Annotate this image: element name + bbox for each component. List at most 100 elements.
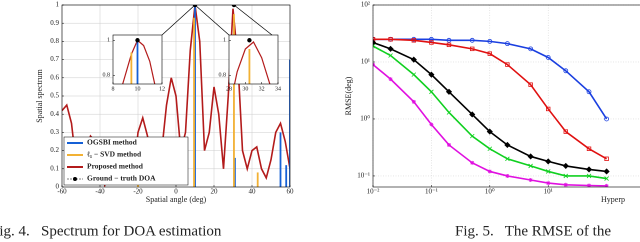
- y-tick-label: 0.7: [50, 55, 59, 63]
- axes-frame: [112, 34, 163, 85]
- marker: [487, 51, 492, 56]
- y-tick-label: 0.2: [50, 146, 59, 154]
- marker: [504, 41, 510, 47]
- charts: -60 -40 -20 0 20 40 60 0 0.1 0.2 0.3 0.4 0.5 0.6 0.7 0.…: [35, 1, 640, 204]
- chart: -60 -40 -20 0 20 40 60 0 0.1 0.2 0.3 0.4 0.5 0.6 0.7 0.…: [35, 1, 294, 204]
- marker: [487, 169, 492, 174]
- marker: [604, 156, 609, 162]
- marker: [586, 146, 592, 151]
- axes-frame: [372, 4, 640, 188]
- marker: [504, 141, 511, 149]
- marker: [487, 146, 493, 152]
- y-tick-label: 0.6: [50, 73, 59, 81]
- marker: [487, 38, 493, 44]
- marker: [429, 40, 434, 45]
- x-tick-label: 0: [174, 188, 178, 196]
- marker: [586, 89, 592, 95]
- marker: [388, 53, 393, 58]
- marker: [411, 38, 417, 43]
- marker: [603, 168, 610, 175]
- marker: [545, 169, 551, 174]
- marker: [563, 129, 568, 134]
- marker: [429, 89, 434, 95]
- legend-box: [63, 136, 189, 186]
- marker: [446, 110, 452, 115]
- y-tick-label: 0.9: [50, 19, 59, 27]
- legend-label: OGSBI method: [87, 138, 138, 147]
- y-tick-label: 1: [223, 38, 226, 44]
- arrow: [233, 4, 273, 36]
- marker: [445, 88, 453, 95]
- marker: [563, 182, 568, 187]
- legend-swatch: [73, 177, 77, 181]
- marker: [470, 160, 475, 165]
- marker: [586, 173, 592, 179]
- marker: [505, 62, 510, 67]
- marker: [410, 56, 417, 63]
- marker: [604, 176, 609, 181]
- y-tick-label: 1: [56, 1, 60, 9]
- x-tick-label: 10⁰: [485, 188, 495, 196]
- x-tick-label: 10⁻²: [367, 188, 380, 196]
- x-tick-label: 10⁻¹: [425, 188, 438, 196]
- dot: [135, 38, 140, 43]
- chart: 28 30 32 34 0.8 1: [219, 34, 281, 92]
- axes-frame: [61, 4, 291, 188]
- y-tick-label: 0.8: [50, 37, 59, 45]
- marker: [428, 36, 434, 42]
- x-axis-label: Hyperp: [601, 195, 625, 204]
- x-tick-label: 12: [159, 86, 165, 92]
- marker: [604, 183, 609, 187]
- marker: [528, 46, 534, 52]
- y-tick-label: 10⁻¹: [357, 172, 370, 180]
- marker: [429, 122, 434, 127]
- marker: [388, 77, 393, 82]
- x-tick-label: -40: [95, 188, 105, 196]
- marker: [528, 82, 533, 87]
- marker: [546, 181, 551, 186]
- dot: [247, 38, 252, 43]
- marker: [387, 45, 394, 52]
- plot-content: [373, 36, 610, 187]
- marker: [373, 43, 376, 49]
- x-tick-label: 40: [249, 188, 257, 196]
- marker: [528, 163, 533, 169]
- y-tick-label: 0.5: [50, 92, 59, 100]
- marker: [545, 55, 551, 60]
- y-tick-label: 0.8: [103, 73, 111, 79]
- y-tick-label: 10²: [361, 1, 370, 9]
- x-tick-label: 60: [287, 188, 295, 196]
- x-tick-label: 10¹: [544, 188, 553, 196]
- marker: [446, 42, 452, 48]
- x-tick-label: 10: [135, 86, 141, 92]
- caption: Fig. 5. The RMSE of the: [455, 223, 611, 239]
- marker: [411, 72, 417, 77]
- x-tick-label: 32: [259, 86, 265, 92]
- caption: Fig. 4. Spectrum for DOA estimation: [0, 223, 222, 239]
- y-tick-label: 0.3: [50, 128, 59, 136]
- marker: [562, 162, 569, 169]
- marker: [469, 133, 475, 139]
- plot-content: [233, 38, 271, 84]
- y-tick-label: 0.4: [50, 110, 59, 118]
- marker: [527, 153, 534, 160]
- legend-label: ℓ₁ − SVD method: [87, 150, 142, 159]
- marker: [428, 71, 435, 78]
- marker: [373, 39, 377, 46]
- marker: [505, 156, 510, 162]
- legend-label: Proposed method: [87, 162, 144, 171]
- x-tick-label: -60: [57, 188, 67, 196]
- series-line: [233, 41, 271, 84]
- arrow: [194, 4, 230, 36]
- x-tick-label: 34: [275, 86, 281, 92]
- marker: [446, 37, 452, 43]
- marker: [528, 177, 533, 182]
- plot-content: [122, 38, 156, 84]
- y-axis-label: Spatial spectrum: [35, 68, 44, 122]
- marker: [446, 142, 451, 147]
- zoom-arrows: [161, 4, 273, 36]
- y-axis-label: RMSE(deg): [344, 76, 353, 115]
- marker: [545, 158, 552, 165]
- marker: [486, 128, 493, 135]
